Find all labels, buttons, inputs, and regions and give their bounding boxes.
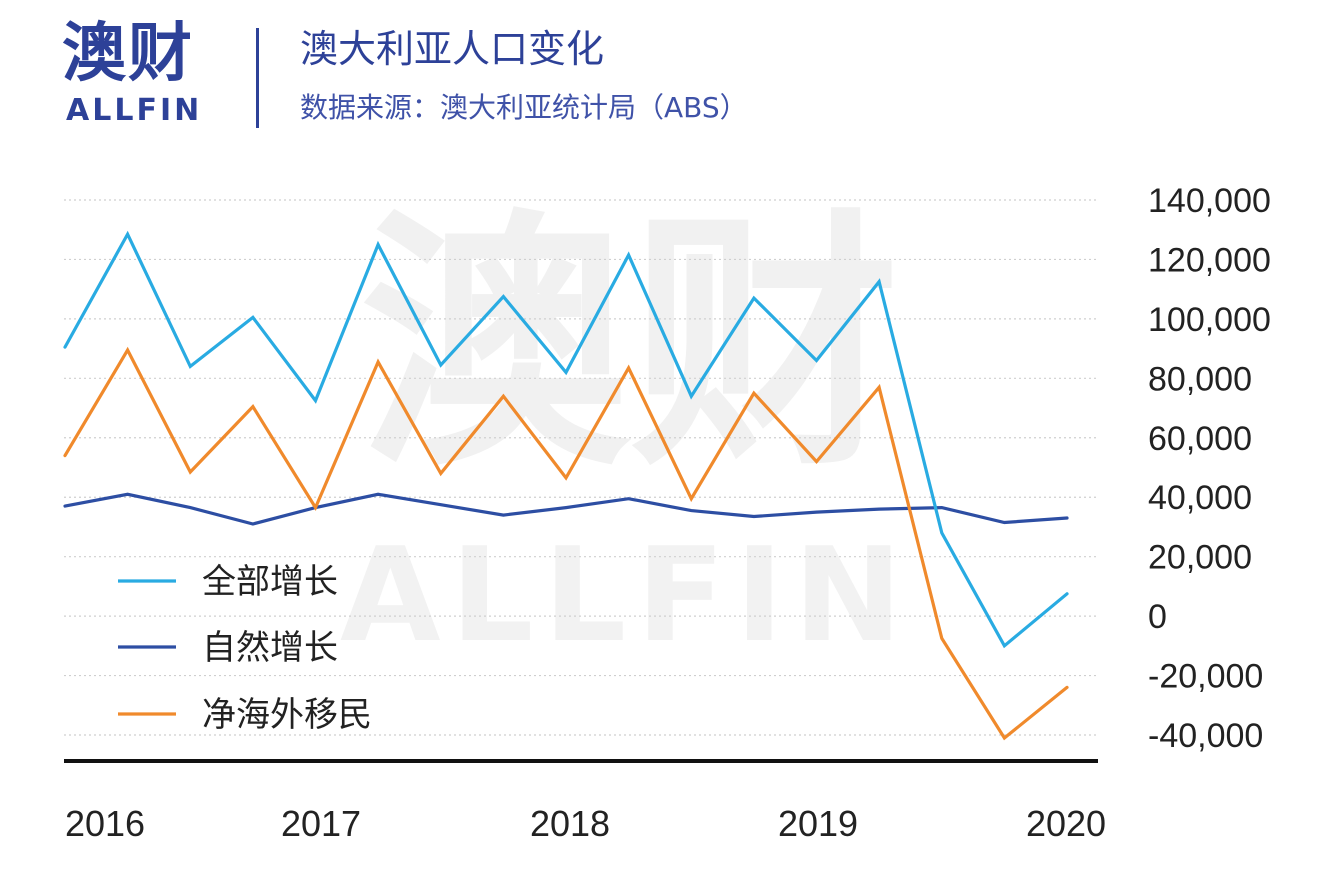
grid-lines — [64, 199, 1098, 736]
header-divider — [256, 28, 259, 128]
legend-label: 自然增长 — [202, 628, 338, 668]
series-line — [63, 346, 1069, 741]
y-tick-label: 100,000 — [1148, 301, 1271, 339]
x-tick-label: 2019 — [778, 803, 858, 844]
series-line — [63, 230, 1069, 649]
y-tick-label: 0 — [1148, 598, 1167, 636]
legend-label: 净海外移民 — [202, 695, 372, 735]
y-tick-label: -40,000 — [1148, 717, 1263, 755]
y-tick-label: 80,000 — [1148, 360, 1252, 398]
brand-logo-text: ALLFIN — [66, 93, 203, 128]
y-tick-label: 120,000 — [1148, 241, 1271, 279]
chart-title: 澳大利亚人口变化 — [300, 27, 605, 71]
series-line — [63, 492, 1069, 526]
y-tick-label: 20,000 — [1148, 539, 1252, 577]
series-lines — [63, 230, 1069, 741]
chart-subtitle: 数据来源：澳大利亚统计局（ABS） — [300, 91, 748, 124]
x-tick-label: 2017 — [281, 803, 361, 844]
y-tick-label: 60,000 — [1148, 420, 1252, 458]
x-tick-label: 2020 — [1026, 803, 1106, 844]
x-tick-label: 2016 — [65, 803, 145, 844]
brand-logo: 澳财 — [62, 17, 194, 91]
legend-label: 全部增长 — [202, 562, 338, 602]
y-axis: 140,000 120,000 100,000 80,000 60,000 40,000 2… — [1148, 182, 1271, 755]
y-tick-label: 140,000 — [1148, 182, 1271, 220]
x-axis: 2016 2017 2018 2019 2020 — [65, 803, 1106, 844]
y-tick-label: 40,000 — [1148, 479, 1252, 517]
x-tick-label: 2018 — [530, 803, 610, 844]
y-tick-label: -20,000 — [1148, 658, 1263, 696]
chart-header: 澳财 ALLFIN 澳大利亚人口变化 数据来源：澳大利亚统计局（ABS） — [0, 0, 1338, 150]
